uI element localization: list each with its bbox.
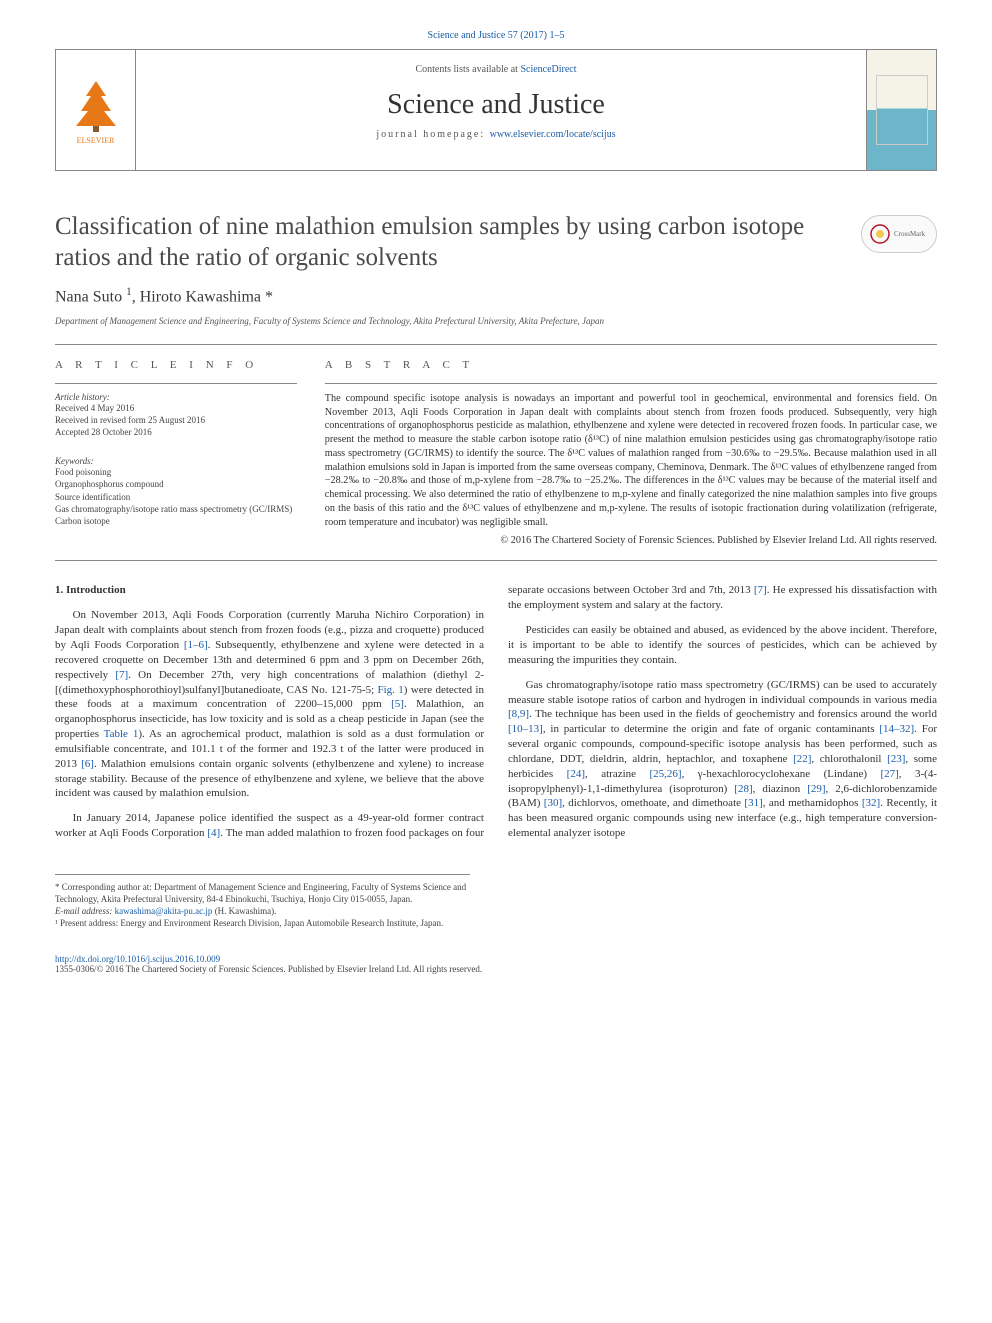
citation-link[interactable]: [5] [391,698,404,710]
journal-title: Science and Justice [70,89,922,121]
citation-link[interactable]: [28] [734,783,752,795]
citation-link[interactable]: [30] [544,797,562,809]
body-para: Pesticides can easily be obtained and ab… [508,623,937,668]
abstract-text: The compound specific isotope analysis i… [325,383,937,530]
citation-link[interactable]: [31] [744,797,762,809]
keyword: Gas chromatography/isotope ratio mass sp… [55,503,297,515]
elsevier-logo: ELSEVIER [56,50,136,170]
keywords-block: Keywords: Food poisoning Organophosphoru… [55,448,297,527]
authors: Nana Suto 1, Hiroto Kawashima * [55,286,937,306]
homepage-label: journal homepage: [376,129,489,140]
article-info-row: A R T I C L E I N F O Article history: R… [55,344,937,562]
homepage-link[interactable]: www.elsevier.com/locate/scijus [490,129,616,140]
citation-link[interactable]: [27] [880,768,898,780]
email-suffix: (H. Kawashima). [212,906,276,916]
journal-cover-thumb [866,50,936,170]
publisher-name: ELSEVIER [77,136,115,145]
citation-link[interactable]: [14–32] [879,723,914,735]
keyword: Source identification [55,491,297,503]
article-info-left: A R T I C L E I N F O Article history: R… [55,345,311,561]
article-title: Classification of nine malathion emulsio… [55,211,837,274]
figure-link[interactable]: Fig. 1 [378,684,404,696]
citation-link[interactable]: [25,26] [650,768,682,780]
abstract-heading: A B S T R A C T [325,359,937,371]
table-link[interactable]: Table 1 [104,728,139,740]
crossmark-badge[interactable]: CrossMark [861,215,937,253]
contents-text: Contents lists available at [415,64,520,75]
citation-link[interactable]: [22] [793,753,811,765]
abstract-copyright: © 2016 The Chartered Society of Forensic… [325,535,937,546]
email-label: E-mail address: [55,906,115,916]
citation-link[interactable]: [10–13] [508,723,543,735]
journal-header: ELSEVIER Contents lists available at Sci… [55,49,937,171]
doi-link[interactable]: http://dx.doi.org/10.1016/j.scijus.2016.… [55,954,220,964]
citation-link[interactable]: [1–6] [184,639,208,651]
page: Science and Justice 57 (2017) 1–5 ELSEVI… [0,0,992,994]
contents-line: Contents lists available at ScienceDirec… [70,64,922,75]
citation-link[interactable]: [4] [207,827,220,839]
history-line: Received in revised form 25 August 2016 [55,414,297,426]
footer-copyright: 1355-0306/© 2016 The Chartered Society o… [55,964,937,974]
article-history: Article history: Received 4 May 2016 Rec… [55,383,297,438]
affiliation: Department of Management Science and Eng… [55,316,937,326]
page-footer: http://dx.doi.org/10.1016/j.scijus.2016.… [55,954,937,974]
crossmark-icon [870,224,890,244]
present-address-note: ¹ Present address: Energy and Environmen… [55,917,470,929]
email-line: E-mail address: kawashima@akita-pu.ac.jp… [55,905,470,917]
elsevier-tree-icon [71,76,121,136]
citation-link[interactable]: [23] [887,753,905,765]
body-para: On November 2013, Aqli Foods Corporation… [55,608,484,801]
body-text: 1. Introduction On November 2013, Aqli F… [55,583,937,846]
history-line: Accepted 28 October 2016 [55,426,297,438]
corresponding-author-note: * Corresponding author at: Department of… [55,881,470,905]
crossmark-label: CrossMark [894,230,925,238]
abstract-block: A B S T R A C T The compound specific is… [311,345,937,561]
journal-homepage: journal homepage: www.elsevier.com/locat… [70,129,922,140]
cover-image [876,75,928,145]
history-label: Article history: [55,392,297,402]
article-header: CrossMark Classification of nine malathi… [55,211,937,326]
top-citation-link[interactable]: Science and Justice 57 (2017) 1–5 [55,30,937,41]
keyword: Carbon isotope [55,515,297,527]
email-link[interactable]: kawashima@akita-pu.ac.jp [115,906,213,916]
article-info-heading: A R T I C L E I N F O [55,359,297,371]
citation-link[interactable]: [32] [862,797,880,809]
citation-link[interactable]: [8,9] [508,708,529,720]
sciencedirect-link[interactable]: ScienceDirect [520,64,576,75]
footnotes: * Corresponding author at: Department of… [55,874,470,930]
section-heading: 1. Introduction [55,583,484,598]
citation-link[interactable]: [7] [754,584,767,596]
history-line: Received 4 May 2016 [55,402,297,414]
citation-link[interactable]: [6] [81,758,94,770]
keywords-label: Keywords: [55,456,297,466]
keyword: Organophosphorus compound [55,478,297,490]
keyword: Food poisoning [55,466,297,478]
citation-link[interactable]: [29] [807,783,825,795]
citation-link[interactable]: [24] [567,768,585,780]
citation-link[interactable]: [7] [115,669,128,681]
body-para: Gas chromatography/isotope ratio mass sp… [508,678,937,841]
